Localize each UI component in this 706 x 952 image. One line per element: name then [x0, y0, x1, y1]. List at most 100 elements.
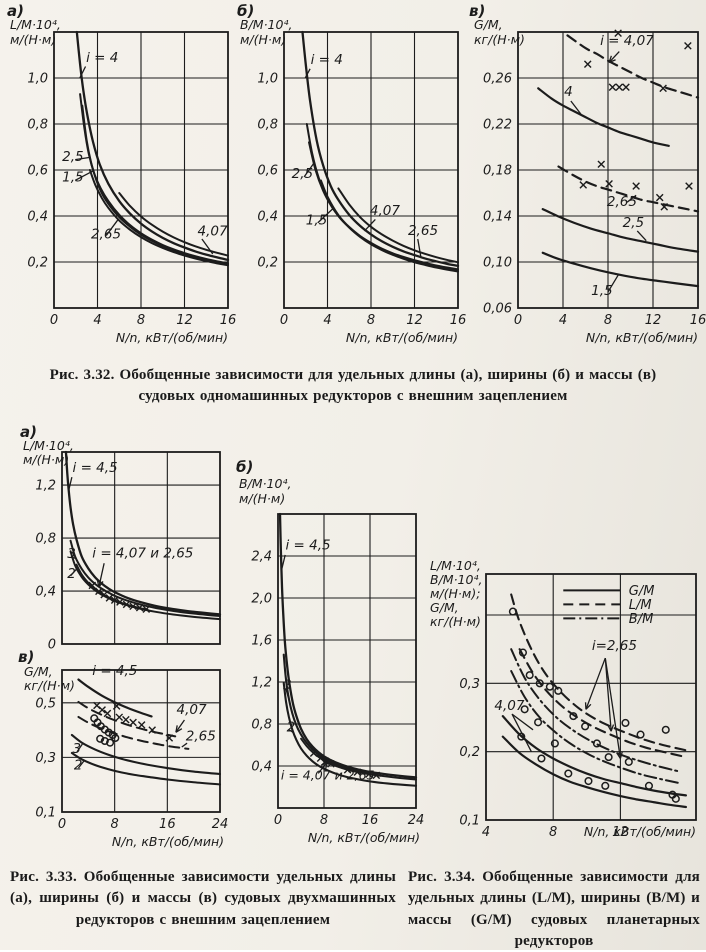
svg-text:i = 4,07 и 2,65: i = 4,07 и 2,65	[92, 545, 193, 561]
svg-text:8: 8	[111, 817, 119, 832]
svg-text:2,5: 2,5	[623, 215, 644, 231]
svg-text:12: 12	[406, 313, 423, 328]
svg-text:L/M: L/M	[629, 598, 652, 613]
svg-text:4: 4	[559, 313, 567, 328]
svg-text:В/М·10⁴,: В/М·10⁴,	[430, 572, 482, 587]
svg-text:i = 4,07: i = 4,07	[600, 33, 654, 49]
svg-text:0,6: 0,6	[257, 164, 278, 179]
svg-text:8: 8	[320, 813, 328, 828]
svg-text:1,6: 1,6	[251, 634, 272, 649]
svg-text:0: 0	[58, 817, 66, 832]
svg-text:8: 8	[604, 313, 612, 328]
caption-fig-3-33: Рис. 3.33. Обобщенные зависимости удельн…	[10, 867, 396, 931]
svg-text:0,4: 0,4	[35, 585, 56, 600]
svg-text:G/M,: G/M,	[474, 17, 503, 32]
caption-fig-3-34: Рис. 3.34. Обобщенные зависимости для уд…	[408, 867, 700, 952]
svg-text:0,18: 0,18	[483, 164, 512, 179]
svg-text:i=2,65: i=2,65	[592, 638, 637, 654]
svg-text:1,0: 1,0	[257, 72, 278, 87]
svg-text:24: 24	[212, 817, 229, 832]
svg-text:N/n, кВт/(об/мин): N/n, кВт/(об/мин)	[346, 330, 458, 345]
svg-text:4,07: 4,07	[494, 698, 524, 714]
svg-text:2,65: 2,65	[186, 728, 216, 744]
svg-text:б): б)	[236, 458, 253, 476]
svg-text:L/M·10⁴,: L/M·10⁴,	[10, 17, 61, 32]
svg-text:G/M,: G/M,	[24, 664, 53, 679]
svg-text:2,65: 2,65	[607, 194, 637, 210]
svg-text:0,8: 0,8	[27, 118, 48, 133]
svg-text:м/(Н·м);: м/(Н·м);	[430, 586, 480, 601]
svg-text:2,0: 2,0	[251, 592, 272, 607]
svg-text:0,1: 0,1	[35, 806, 56, 821]
svg-text:N/n, кВт/(об/мин): N/n, кВт/(об/мин)	[116, 330, 228, 345]
svg-text:4,07: 4,07	[198, 224, 228, 240]
svg-text:1,0: 1,0	[27, 72, 48, 87]
svg-text:0,6: 0,6	[27, 164, 48, 179]
svg-text:1,5: 1,5	[306, 213, 327, 229]
svg-text:L/M·10⁴,: L/M·10⁴,	[23, 438, 74, 453]
svg-text:0: 0	[280, 313, 288, 328]
svg-text:0,5: 0,5	[35, 696, 56, 711]
svg-text:0,06: 0,06	[483, 302, 512, 317]
svg-text:0,3: 0,3	[35, 751, 56, 766]
svg-text:G/M: G/M	[629, 584, 655, 599]
svg-text:L/M·10⁴,: L/M·10⁴,	[430, 558, 481, 573]
svg-text:2,4: 2,4	[251, 550, 272, 565]
svg-text:i = 4,07 и 2,65: i = 4,07 и 2,65	[281, 768, 375, 783]
svg-text:0,14: 0,14	[483, 210, 512, 225]
fig-3-32-panel-v-chart: 0 4 8 12 16 0,06 0,10 0,14 0,18 0,22 0,26 i = 4,07 4…	[462, 2, 704, 360]
svg-text:2: 2	[74, 758, 83, 774]
svg-text:2,5: 2,5	[62, 149, 83, 165]
svg-text:2,65: 2,65	[408, 223, 438, 239]
svg-text:12: 12	[645, 313, 662, 328]
svg-text:0,3: 0,3	[459, 677, 480, 692]
svg-text:В/М·10⁴,: В/М·10⁴,	[240, 17, 292, 32]
svg-text:В/М·10⁴,: В/М·10⁴,	[239, 476, 291, 491]
svg-text:м/(Н·м): м/(Н·м)	[23, 452, 69, 467]
svg-text:0,8: 0,8	[35, 532, 56, 547]
svg-text:0: 0	[274, 813, 282, 828]
svg-text:0,22: 0,22	[483, 118, 512, 133]
svg-text:4: 4	[323, 313, 331, 328]
svg-text:0,26: 0,26	[483, 72, 512, 87]
svg-text:0,10: 0,10	[483, 256, 512, 271]
svg-text:N/n, кВт/(об/мин): N/n, кВт/(об/мин)	[112, 834, 224, 849]
svg-text:i = 4,5: i = 4,5	[285, 538, 330, 554]
svg-text:4: 4	[93, 313, 101, 328]
svg-text:кг/(Н·м): кг/(Н·м)	[24, 678, 75, 693]
svg-text:0,8: 0,8	[251, 718, 272, 733]
svg-text:3: 3	[67, 546, 76, 562]
svg-text:4,07: 4,07	[177, 702, 207, 718]
svg-text:8: 8	[137, 313, 145, 328]
svg-text:12: 12	[176, 313, 193, 328]
svg-text:16: 16	[690, 313, 706, 328]
svg-text:кг/(Н·м): кг/(Н·м)	[430, 614, 481, 629]
svg-text:8: 8	[367, 313, 375, 328]
svg-text:i = 4: i = 4	[311, 52, 343, 68]
svg-text:0,4: 0,4	[257, 210, 278, 225]
svg-text:1,2: 1,2	[251, 676, 272, 691]
caption-fig-3-32: Рис. 3.32. Обобщенные зависимости для уд…	[22, 365, 684, 408]
svg-text:N/n, кВт/(об/мин): N/n, кВт/(об/мин)	[308, 830, 420, 845]
svg-text:i = 4,5: i = 4,5	[73, 460, 118, 476]
svg-text:i = 4,5: i = 4,5	[92, 663, 137, 679]
svg-text:16: 16	[362, 813, 379, 828]
svg-text:0,2: 0,2	[459, 745, 480, 760]
svg-text:3: 3	[73, 741, 82, 757]
svg-text:м/(Н·м): м/(Н·м)	[239, 491, 285, 506]
svg-text:0: 0	[514, 313, 522, 328]
svg-text:0,4: 0,4	[27, 210, 48, 225]
svg-text:i = 4: i = 4	[86, 50, 118, 66]
svg-text:м/(Н·м): м/(Н·м)	[10, 32, 56, 47]
svg-text:2: 2	[287, 719, 296, 735]
svg-text:4: 4	[564, 84, 573, 100]
svg-text:0,8: 0,8	[257, 118, 278, 133]
svg-text:24: 24	[408, 813, 425, 828]
svg-text:0,2: 0,2	[27, 256, 48, 271]
